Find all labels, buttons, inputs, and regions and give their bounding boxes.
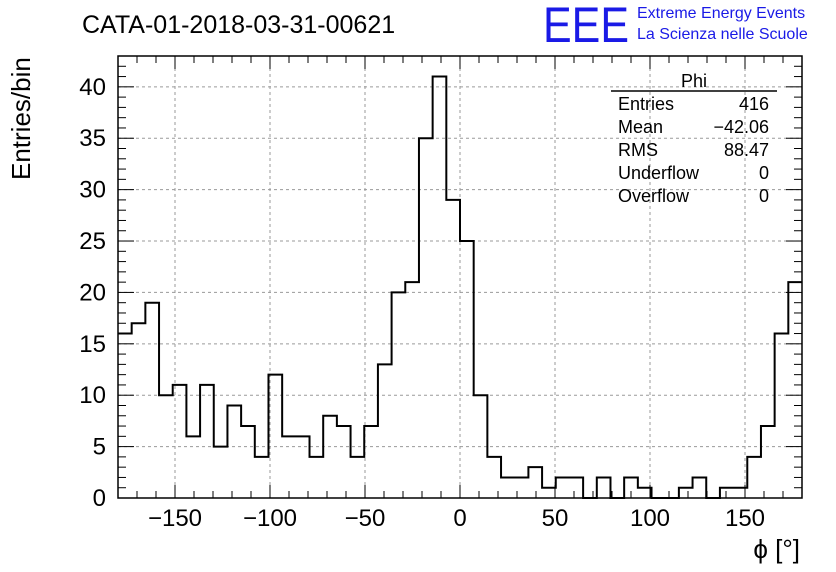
stats-box: Phi Entries 416 Mean −42.06 RMS 88.47 Underflo… — [611, 71, 777, 206]
x-tick-label: −100 — [243, 505, 297, 532]
x-tick-labels: −150 −100 −50 0 50 100 150 — [148, 505, 765, 532]
x-axis-label: ϕ [°] — [753, 534, 800, 564]
y-tick-label: 0 — [93, 485, 106, 512]
eee-logo: EEE Extreme Energy Events La Scienza nel… — [543, 0, 808, 53]
y-tick-label: 35 — [79, 125, 106, 152]
logo-mark: EEE — [543, 0, 629, 53]
y-tick-label: 20 — [79, 279, 106, 306]
x-tick-label: −150 — [148, 505, 202, 532]
y-axis-label: Entries/bin — [6, 57, 36, 180]
y-tick-label: 10 — [79, 382, 106, 409]
x-tick-label: −50 — [345, 505, 386, 532]
y-tick-label: 25 — [79, 228, 106, 255]
y-tick-label: 5 — [93, 434, 106, 461]
y-tick-label: 40 — [79, 74, 106, 101]
x-tick-label: 100 — [630, 505, 670, 532]
y-tick-labels: 0 5 10 15 20 25 30 35 40 — [79, 74, 106, 512]
y-tick-label: 30 — [79, 177, 106, 204]
stats-label: Underflow — [618, 163, 700, 183]
y-tick-label: 15 — [79, 331, 106, 358]
chart-title: CATA-01-2018-03-31-00621 — [82, 11, 395, 39]
histogram-line — [118, 75, 802, 499]
x-tick-label: 150 — [725, 505, 765, 532]
stats-label: Mean — [618, 117, 663, 137]
stats-label: Overflow — [618, 186, 690, 206]
stats-label: RMS — [618, 140, 658, 160]
stats-label: Entries — [618, 94, 674, 114]
stats-value: 0 — [759, 186, 769, 206]
stats-title: Phi — [681, 71, 707, 91]
stats-rows: Entries 416 Mean −42.06 RMS 88.47 Underflow 0 Ov… — [618, 94, 769, 206]
x-tick-label: 0 — [453, 505, 466, 532]
logo-line-1: Extreme Energy Events — [637, 5, 805, 22]
logo-line-2: La Scienza nelle Scuole — [637, 26, 808, 43]
grid — [118, 56, 802, 498]
stats-value: 416 — [739, 94, 769, 114]
axis-ticks — [117, 55, 803, 499]
stats-value: 88.47 — [724, 140, 769, 160]
x-tick-label: 50 — [542, 505, 569, 532]
stats-value: 0 — [759, 163, 769, 183]
stats-value: −42.06 — [713, 117, 769, 137]
